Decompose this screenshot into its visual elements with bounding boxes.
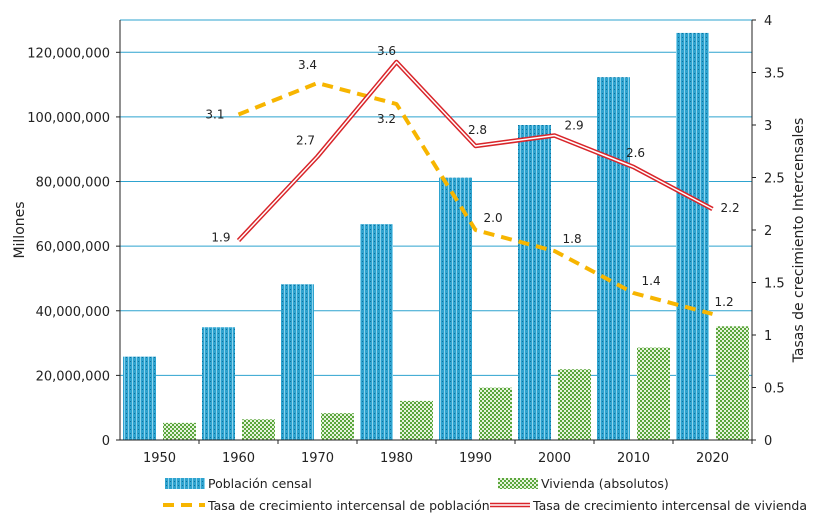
bar-poblacion-2010 xyxy=(597,77,630,440)
y-right-tick-label: 4 xyxy=(764,14,772,29)
bar-vivienda-1980 xyxy=(400,400,433,440)
x-tick-label: 2000 xyxy=(538,451,571,466)
legend-swatch-poblacion xyxy=(165,478,205,489)
bar-poblacion-1990 xyxy=(439,177,472,440)
bar-vivienda-1960 xyxy=(242,419,275,440)
axis-layer: 0 20,000,000 40,000,000 60,000,000 80,000,00… xyxy=(12,14,807,466)
bar-poblacion-1960 xyxy=(202,327,235,440)
y-left-tick-label: 100,000,000 xyxy=(27,111,110,126)
line-tasa-poblacion xyxy=(237,81,714,316)
legend-label-tasa-vivienda: Tasa de crecimiento intercensal de vivie… xyxy=(532,498,807,513)
legend-label-vivienda: Vivienda (absolutos) xyxy=(541,476,669,491)
y-left-axis-title: Millones xyxy=(12,201,28,258)
data-label-poblacion: 3.1 xyxy=(205,108,224,122)
x-tick-label: 1990 xyxy=(459,451,492,466)
x-tick-label: 1960 xyxy=(222,451,255,466)
y-right-tick-label: 2 xyxy=(764,224,772,239)
bar-vivienda-1950 xyxy=(163,422,196,440)
y-right-tick-label: 3 xyxy=(764,119,772,134)
bar-vivienda-1990 xyxy=(479,387,512,440)
legend-layer: Población censal Vivienda (absolutos) Tasa… xyxy=(163,476,807,513)
data-label-poblacion: 3.2 xyxy=(377,112,396,126)
legend-label-tasa-poblacion: Tasa de crecimiento intercensal de pobla… xyxy=(207,498,490,513)
x-tick-label: 2010 xyxy=(617,451,650,466)
data-label-poblacion: 1.2 xyxy=(715,295,734,309)
data-label-poblacion: 1.8 xyxy=(563,232,582,246)
line-tasa-vivienda-inner xyxy=(237,61,713,242)
data-label-vivienda: 3.6 xyxy=(377,44,396,58)
y-left-tick-label: 0 xyxy=(102,434,110,449)
bar-layer xyxy=(123,32,749,441)
x-tick-label: 1950 xyxy=(143,451,176,466)
bar-vivienda-2010 xyxy=(637,347,670,440)
data-label-vivienda: 2.8 xyxy=(468,123,487,137)
bar-poblacion-1980 xyxy=(360,224,393,440)
y-right-tick-label: 2.5 xyxy=(764,172,785,187)
data-label-vivienda: 2.2 xyxy=(721,201,740,215)
data-label-poblacion: 2.0 xyxy=(484,211,503,225)
bar-vivienda-2020 xyxy=(716,326,749,440)
data-label-vivienda: 1.9 xyxy=(211,231,230,245)
x-tick-label: 2020 xyxy=(696,451,729,466)
data-label-vivienda: 2.6 xyxy=(626,146,645,160)
y-left-tick-label: 40,000,000 xyxy=(36,305,110,320)
y-right-tick-label: 0.5 xyxy=(764,382,785,397)
bar-poblacion-2000 xyxy=(518,125,551,440)
x-tick-label: 1970 xyxy=(301,451,334,466)
y-right-tick-label: 3.5 xyxy=(764,67,785,82)
y-left-tick-label: 60,000,000 xyxy=(36,240,110,255)
bar-vivienda-1970 xyxy=(321,413,354,440)
grid-layer xyxy=(120,19,752,376)
data-label-poblacion: 3.4 xyxy=(298,58,317,72)
data-label-vivienda: 2.7 xyxy=(296,134,315,148)
legend-label-poblacion: Población censal xyxy=(208,476,312,491)
data-label-layer: 3.1 3.4 3.2 2.0 1.8 1.4 1.2 1.9 2.7 3.6 2.8 2.9 2.6 2… xyxy=(205,44,739,309)
y-right-tick-label: 1.5 xyxy=(764,277,785,292)
y-left-tick-label: 120,000,000 xyxy=(27,46,110,61)
bar-poblacion-1970 xyxy=(281,284,314,440)
data-label-poblacion: 1.4 xyxy=(642,274,661,288)
y-left-tick-label: 20,000,000 xyxy=(36,369,110,384)
y-right-axis-title: Tasas de crecimiento Intercensales xyxy=(791,118,807,364)
line-layer xyxy=(236,59,714,316)
data-label-vivienda: 2.9 xyxy=(565,119,584,133)
bar-poblacion-1950 xyxy=(123,356,156,440)
legend-swatch-vivienda xyxy=(498,478,538,489)
x-tick-label: 1980 xyxy=(380,451,413,466)
y-left-tick-label: 80,000,000 xyxy=(36,176,110,191)
bar-vivienda-2000 xyxy=(558,369,591,440)
y-right-tick-label: 1 xyxy=(764,329,772,344)
bar-poblacion-2020 xyxy=(676,32,709,441)
y-right-tick-label: 0 xyxy=(764,434,772,449)
